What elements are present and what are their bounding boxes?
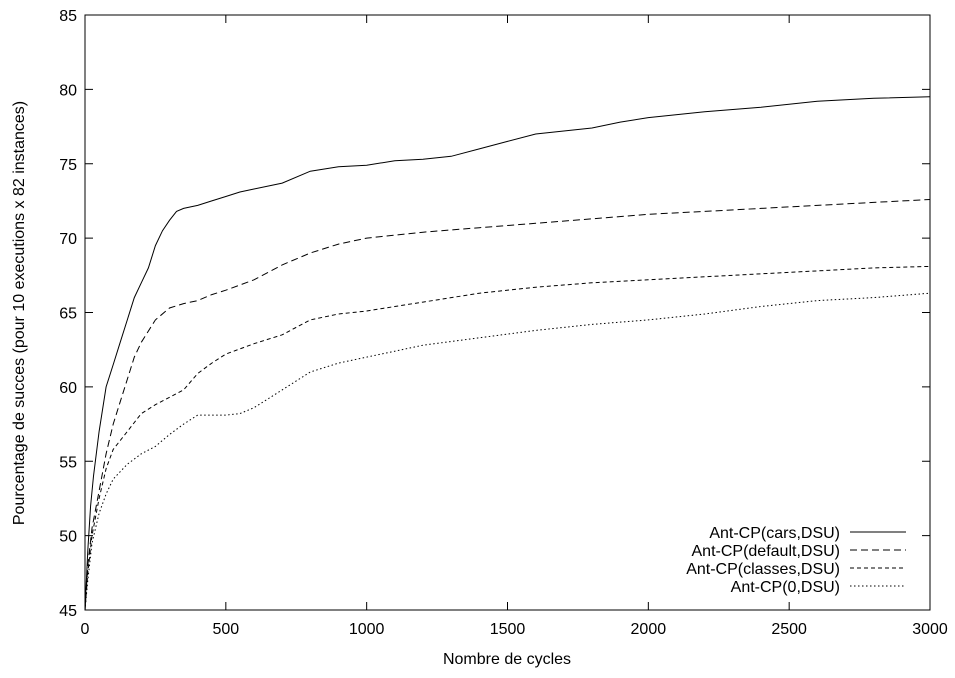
- plot-frame: [84, 14, 931, 611]
- x-tick-label: 2000: [631, 621, 667, 638]
- x-tick-label: 1000: [349, 621, 385, 638]
- legend-label-4: Ant-CP(0,DSU): [731, 579, 840, 596]
- legend-label-1: Ant-CP(cars,DSU): [709, 525, 840, 542]
- axes-layer: 0 500 1000 1500 2000 2500 3000 45 50 55 60 65 70 75 80…: [59, 8, 948, 638]
- y-tick-label: 60: [59, 380, 77, 397]
- y-tick-label: 80: [59, 82, 77, 99]
- legend-label-3: Ant-CP(classes,DSU): [686, 561, 840, 578]
- y-tick-label: 50: [59, 529, 77, 546]
- y-tick-label: 55: [59, 454, 77, 471]
- y-tick-label: 65: [59, 306, 77, 323]
- x-axis-label: Nombre de cycles: [443, 651, 571, 668]
- x-tick-label: 0: [81, 621, 90, 638]
- y-tick-label: 70: [59, 231, 77, 248]
- x-tick-label: 2500: [771, 621, 807, 638]
- y-axis-label: Pourcentage de succes (pour 10 execution…: [11, 101, 28, 525]
- series-line-2: [84, 199, 931, 611]
- legend: Ant-CP(cars,DSU)Ant-CP(default,DSU)Ant-C…: [686, 525, 906, 596]
- x-tick-label: 500: [212, 621, 239, 638]
- legend-label-2: Ant-CP(default,DSU): [692, 543, 841, 560]
- y-tick-label: 45: [59, 603, 77, 620]
- y-tick-label: 85: [59, 8, 77, 25]
- series-line-3: [84, 265, 931, 611]
- series-layer: [84, 96, 931, 611]
- y-tick-label: 75: [59, 157, 77, 174]
- x-tick-label: 1500: [490, 621, 526, 638]
- series-line-4: [84, 292, 931, 611]
- x-tick-label: 3000: [912, 621, 948, 638]
- series-line-1: [84, 96, 931, 611]
